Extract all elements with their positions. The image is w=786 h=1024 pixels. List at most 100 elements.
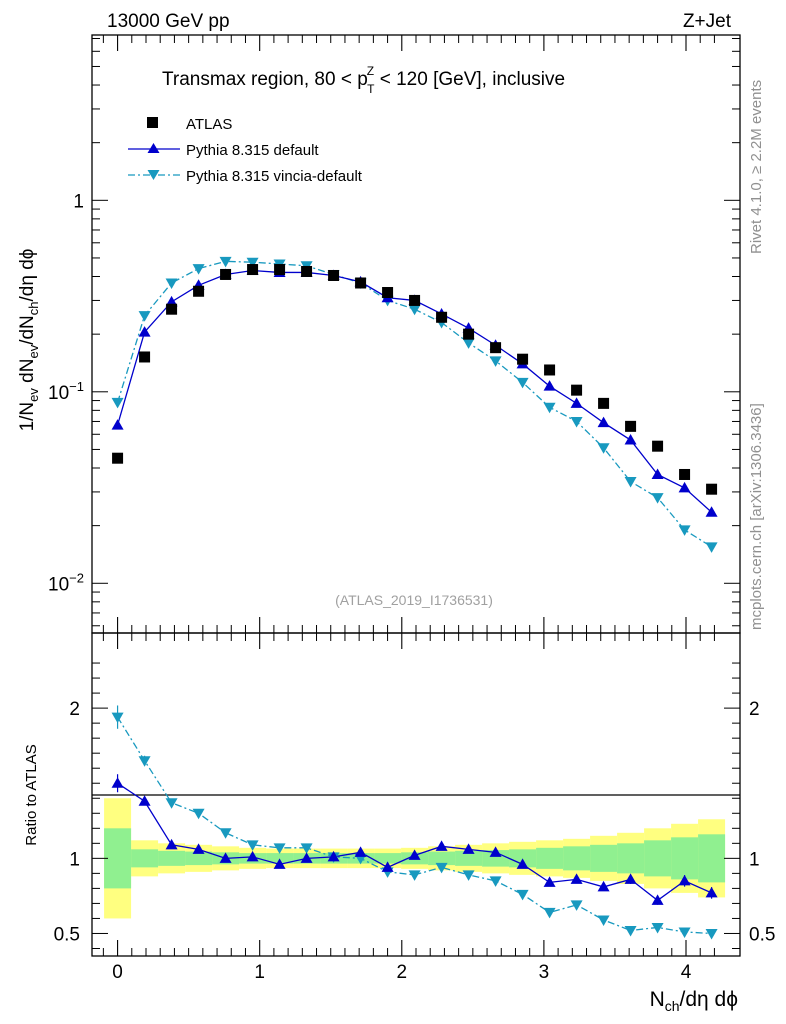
point-default-19 <box>624 434 637 445</box>
legend-default-marker <box>147 143 160 153</box>
point-vincia-19 <box>624 477 637 488</box>
ratio-point-default-19 <box>624 873 637 884</box>
ratio-band-green-2 <box>158 850 186 866</box>
point-atlas-9 <box>355 277 367 289</box>
point-default-21 <box>678 481 691 493</box>
energy-label: 13000 GeV pp <box>107 11 230 32</box>
legend-vincia-label: Pythia 8.315 vincia-default <box>186 168 363 185</box>
point-default-22 <box>705 506 718 517</box>
ratio-point-vincia-7 <box>300 843 313 854</box>
y-tick-label-2: 1 <box>73 191 84 212</box>
point-atlas-17 <box>571 384 583 396</box>
ratio-point-vincia-5 <box>246 840 259 851</box>
ratio-tick-label-left-2: 2 <box>69 699 80 720</box>
ratio-point-default-1 <box>138 795 151 806</box>
legend-vincia-marker <box>147 170 160 180</box>
ratio-band-green-18 <box>590 844 618 872</box>
point-vincia-1 <box>138 311 151 322</box>
ratio-point-default-0 <box>111 777 124 788</box>
point-vincia-20 <box>651 493 664 504</box>
point-vincia-3 <box>192 264 205 275</box>
x-tick-label-0: 0 <box>112 962 123 983</box>
ratio-point-vincia-17 <box>570 900 583 911</box>
point-default-17 <box>570 397 583 408</box>
point-vincia-18 <box>597 443 610 454</box>
ratio-point-vincia-15 <box>516 889 529 901</box>
ratio-y-axis-label: Ratio to ATLAS <box>23 744 40 845</box>
ratio-uncertainty-bands <box>104 798 726 919</box>
ratio-point-default-14 <box>489 846 502 857</box>
ratio-tick-label-right-2: 2 <box>749 699 760 720</box>
ratio-band-green-3 <box>185 851 213 866</box>
ratio-band-green-16 <box>536 847 564 869</box>
ratio-band-green-10 <box>374 853 402 864</box>
point-atlas-5 <box>247 264 259 276</box>
point-atlas-3 <box>193 285 205 297</box>
axis-ticks: 0 1 2 3 4 10−2 10−1 1 0.5 0.5 1 1 2 2 <box>48 35 775 983</box>
point-atlas-7 <box>301 265 313 277</box>
point-default-1 <box>138 326 151 337</box>
point-default-0 <box>111 419 124 430</box>
ratio-point-default-13 <box>462 843 475 854</box>
point-vincia-4 <box>219 256 232 268</box>
point-atlas-10 <box>382 287 394 299</box>
ratio-band-green-6 <box>266 853 294 864</box>
point-atlas-13 <box>463 328 475 340</box>
legend-atlas-label: ATLAS <box>186 116 232 133</box>
process-label: Z+Jet <box>683 11 732 32</box>
ratio-point-vincia-1 <box>138 756 151 767</box>
ratio-point-default-12 <box>435 840 448 851</box>
ratio-tick-label-right-0: 0.5 <box>749 924 775 945</box>
main-series-group <box>111 256 718 553</box>
ratio-point-default-10 <box>381 861 394 872</box>
point-atlas-6 <box>274 264 286 276</box>
x-axis-label: Nch/dη dϕ <box>650 988 738 1014</box>
y-tick-label-1: 10−1 <box>48 379 84 404</box>
ratio-series-group <box>111 705 718 940</box>
ratio-point-default-4 <box>219 852 232 863</box>
point-atlas-14 <box>490 342 502 354</box>
ratio-point-default-6 <box>273 858 286 869</box>
point-vincia-14 <box>489 356 502 367</box>
point-atlas-8 <box>328 269 340 281</box>
ratio-point-vincia-2 <box>165 798 178 809</box>
legend-default-label: Pythia 8.315 default <box>186 142 319 159</box>
ratio-point-vincia-21 <box>678 927 691 938</box>
ratio-point-default-16 <box>543 876 556 887</box>
x-tick-label-2: 2 <box>397 962 408 983</box>
point-atlas-2 <box>166 303 178 315</box>
ratio-tick-label-left-1: 1 <box>69 849 80 870</box>
ratio-point-default-2 <box>165 838 178 850</box>
ratio-band-green-17 <box>563 846 591 871</box>
rivet-side-label: Rivet 4.1.0, ≥ 2.2M events <box>748 80 765 254</box>
ratio-point-default-11 <box>408 849 421 860</box>
ratio-band-green-1 <box>131 849 159 868</box>
ratio-point-vincia-18 <box>597 915 610 926</box>
ratio-band-green-13 <box>455 850 483 866</box>
point-vincia-5 <box>246 257 259 269</box>
ratio-band-green-0 <box>104 828 132 889</box>
point-atlas-21 <box>679 468 691 480</box>
point-atlas-4 <box>220 268 232 280</box>
point-atlas-20 <box>652 440 664 452</box>
ratio-band-green-14 <box>482 850 510 867</box>
point-vincia-11 <box>408 304 421 316</box>
ratio-point-vincia-3 <box>192 808 205 820</box>
ratio-band-green-22 <box>698 834 726 883</box>
ratio-point-default-17 <box>570 873 583 884</box>
point-atlas-12 <box>436 311 448 323</box>
legend: ATLAS Pythia 8.315 default Pythia 8.315 … <box>128 116 363 185</box>
ratio-point-default-22 <box>705 886 718 898</box>
main-y-axis-label: 1/Nev dNev/dNch/dη dϕ <box>17 249 41 432</box>
point-default-18 <box>597 416 610 428</box>
point-vincia-2 <box>165 278 178 289</box>
ratio-point-default-21 <box>678 874 691 886</box>
point-vincia-0 <box>111 397 124 409</box>
ratio-point-vincia-4 <box>219 828 232 839</box>
ratio-point-vincia-6 <box>273 843 286 854</box>
main-panel <box>92 35 740 633</box>
ratio-point-vincia-22 <box>705 928 718 940</box>
ratio-point-default-18 <box>597 880 610 892</box>
point-atlas-18 <box>598 397 610 409</box>
